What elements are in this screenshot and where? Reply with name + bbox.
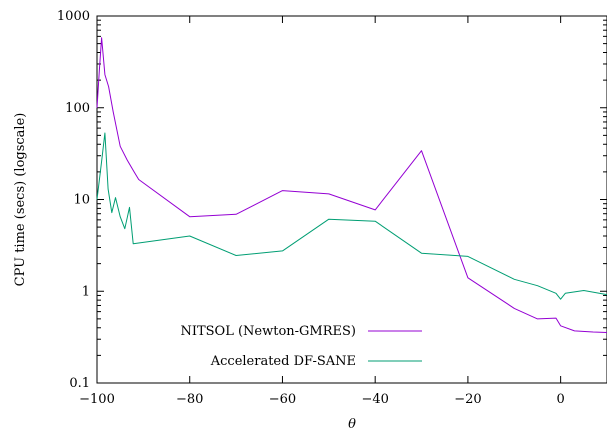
x-axis-label: θ <box>348 417 356 432</box>
x-tick-label: −40 <box>361 392 388 407</box>
x-tick-label: −80 <box>176 392 203 407</box>
legend-label-1: NITSOL (Newton-GMRES) <box>180 324 356 339</box>
legend: NITSOL (Newton-GMRES) Accelerated DF-SANE <box>180 324 422 369</box>
axes-layer: −100 −80 −60 −40 −20 0 0.1 1 10 100 1000 <box>57 9 607 407</box>
y-axis-label: CPU time (secs) (logscale) <box>13 113 28 287</box>
x-tick-label: −100 <box>79 392 115 407</box>
y-tick-label: 100 <box>65 101 90 116</box>
x-tick-label: −60 <box>269 392 296 407</box>
x-tick-label: −20 <box>454 392 481 407</box>
y-tick-label: 10 <box>73 193 90 208</box>
y-tick-label: 1000 <box>57 9 90 24</box>
y-tick-label: 0.1 <box>69 376 90 391</box>
legend-label-2: Accelerated DF-SANE <box>210 354 356 369</box>
series-line-2 <box>96 132 607 300</box>
series-layer <box>96 37 607 333</box>
y-tick-label: 1 <box>82 284 90 299</box>
series-line-1 <box>96 37 607 333</box>
x-tick-label: 0 <box>556 392 564 407</box>
